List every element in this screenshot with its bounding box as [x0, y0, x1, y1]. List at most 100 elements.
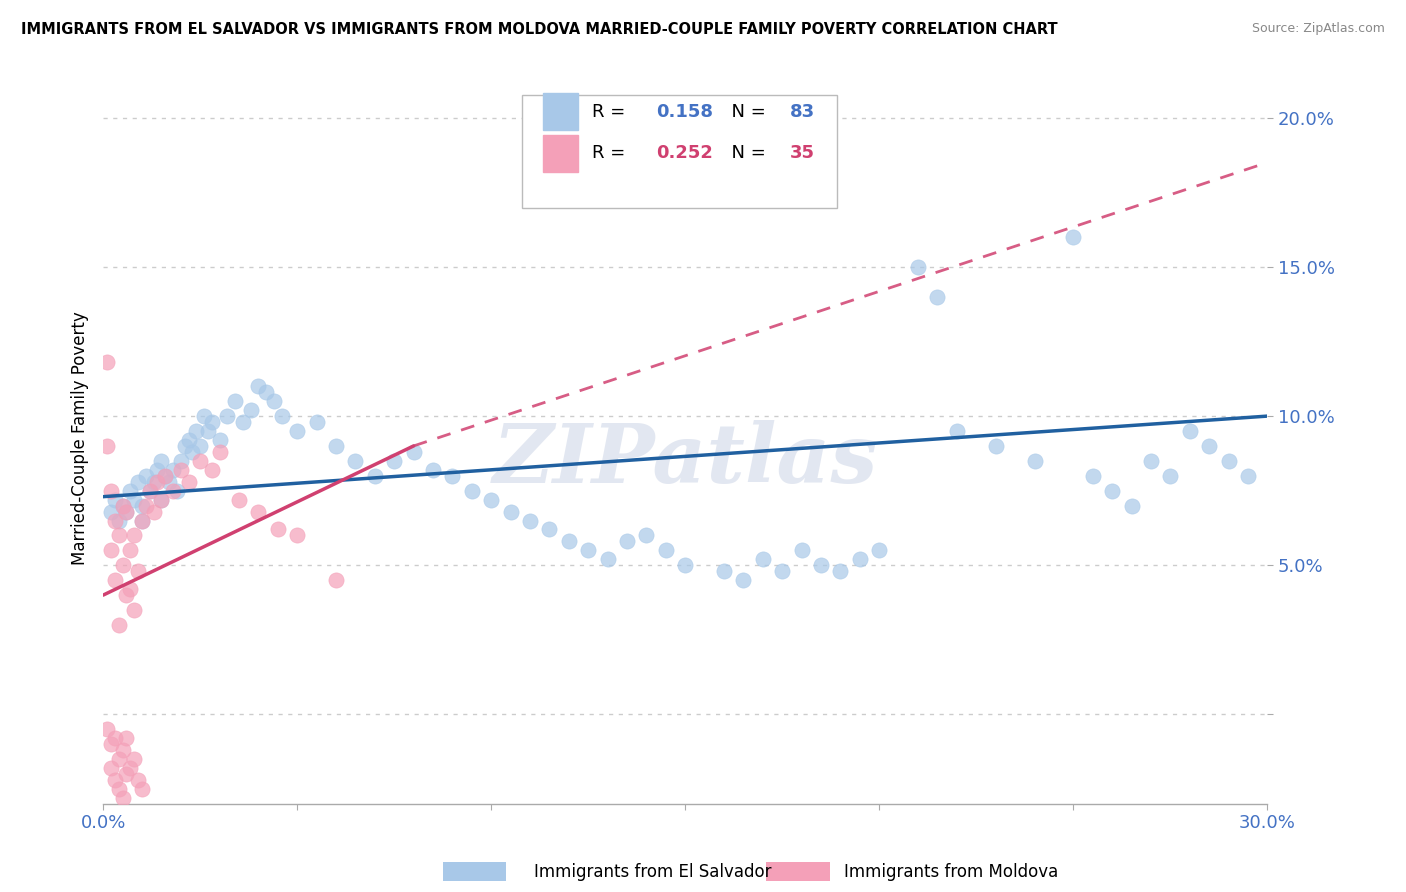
- Point: [115, 505, 138, 519]
- Point: [247, 505, 270, 519]
- Text: R =: R =: [592, 103, 631, 120]
- Point: [96, 355, 118, 369]
- Point: [228, 492, 250, 507]
- Point: [162, 483, 184, 498]
- Point: [208, 445, 231, 459]
- Point: [127, 564, 149, 578]
- Point: [111, 743, 134, 757]
- Point: [115, 731, 138, 746]
- Point: [1218, 454, 1240, 468]
- Point: [173, 439, 195, 453]
- Point: [770, 564, 793, 578]
- Point: [752, 552, 775, 566]
- Point: [107, 528, 129, 542]
- Point: [232, 415, 254, 429]
- Point: [166, 483, 188, 498]
- Point: [181, 445, 204, 459]
- Point: [270, 409, 292, 423]
- Point: [188, 454, 211, 468]
- Point: [96, 439, 118, 453]
- Point: [1024, 454, 1046, 468]
- Point: [1081, 468, 1104, 483]
- Point: [224, 394, 246, 409]
- Point: [138, 483, 160, 498]
- Point: [150, 492, 173, 507]
- Point: [402, 445, 425, 459]
- Point: [107, 782, 129, 797]
- Text: N =: N =: [720, 103, 772, 120]
- Point: [382, 454, 405, 468]
- Point: [479, 492, 502, 507]
- Point: [263, 394, 285, 409]
- Point: [115, 767, 138, 781]
- Text: 35: 35: [790, 145, 815, 162]
- Point: [325, 573, 347, 587]
- Point: [120, 761, 142, 775]
- Point: [122, 528, 145, 542]
- Point: [208, 433, 231, 447]
- Point: [1237, 468, 1260, 483]
- Point: [104, 573, 127, 587]
- Point: [107, 752, 129, 766]
- Point: [576, 543, 599, 558]
- Point: [344, 454, 367, 468]
- Point: [519, 514, 541, 528]
- Point: [984, 439, 1007, 453]
- Point: [285, 424, 308, 438]
- Point: [636, 528, 658, 542]
- Point: [146, 475, 169, 489]
- Point: [100, 737, 122, 751]
- Point: [138, 483, 160, 498]
- Point: [267, 523, 290, 537]
- Point: [285, 528, 308, 542]
- Point: [170, 463, 193, 477]
- Point: [120, 582, 142, 596]
- Point: [946, 424, 969, 438]
- Point: [868, 543, 890, 558]
- Point: [849, 552, 872, 566]
- Point: [135, 468, 157, 483]
- Text: ZIPatlas: ZIPatlas: [492, 420, 877, 500]
- Point: [201, 415, 224, 429]
- Point: [96, 723, 118, 737]
- Point: [596, 552, 619, 566]
- Point: [422, 463, 444, 477]
- Point: [655, 543, 678, 558]
- Point: [111, 499, 134, 513]
- Point: [177, 433, 200, 447]
- Point: [790, 543, 813, 558]
- Point: [325, 439, 347, 453]
- Point: [131, 782, 153, 797]
- Point: [830, 564, 852, 578]
- Point: [254, 385, 277, 400]
- Point: [1121, 499, 1143, 513]
- Point: [247, 379, 270, 393]
- Point: [305, 415, 328, 429]
- Point: [107, 618, 129, 632]
- Point: [122, 492, 145, 507]
- Point: [170, 454, 193, 468]
- Point: [100, 761, 122, 775]
- Point: [927, 290, 949, 304]
- Point: [441, 468, 464, 483]
- Point: [115, 588, 138, 602]
- Text: 0.158: 0.158: [657, 103, 713, 120]
- Point: [1101, 483, 1123, 498]
- Point: [150, 492, 173, 507]
- Point: [107, 514, 129, 528]
- Text: Source: ZipAtlas.com: Source: ZipAtlas.com: [1251, 22, 1385, 36]
- Point: [131, 499, 153, 513]
- Point: [100, 505, 122, 519]
- Point: [146, 463, 169, 477]
- Y-axis label: Married-Couple Family Poverty: Married-Couple Family Poverty: [72, 311, 89, 566]
- Point: [157, 475, 180, 489]
- Text: N =: N =: [720, 145, 772, 162]
- Point: [188, 439, 211, 453]
- Point: [104, 731, 127, 746]
- Point: [538, 523, 561, 537]
- Text: 0.252: 0.252: [657, 145, 713, 162]
- Point: [155, 468, 177, 483]
- Point: [1198, 439, 1220, 453]
- Text: 83: 83: [790, 103, 815, 120]
- Point: [104, 514, 127, 528]
